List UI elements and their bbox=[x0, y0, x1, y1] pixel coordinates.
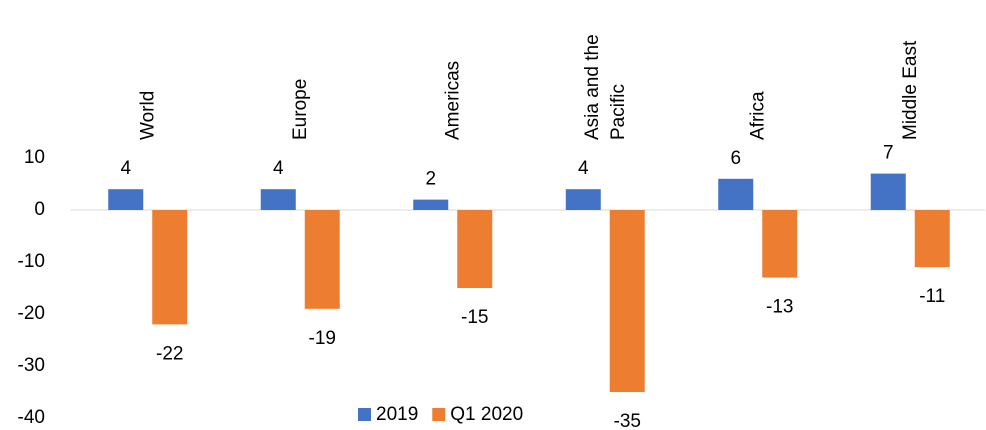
x-category-label: Asia and the Pacific bbox=[582, 34, 629, 140]
bar bbox=[260, 189, 296, 210]
data-label: -15 bbox=[461, 307, 488, 328]
x-category-label: Americas bbox=[442, 61, 463, 140]
data-label: 4 bbox=[273, 158, 284, 179]
y-tick-label: -10 bbox=[18, 251, 45, 272]
data-label: -19 bbox=[309, 328, 336, 349]
x-category-label: Europe bbox=[290, 79, 311, 140]
y-tick-label: -20 bbox=[18, 303, 45, 324]
data-label: -35 bbox=[614, 411, 641, 430]
bar bbox=[914, 210, 950, 268]
bar bbox=[457, 210, 493, 288]
legend-label: 2019 bbox=[376, 404, 418, 425]
x-category-label: Africa bbox=[747, 91, 768, 140]
bar bbox=[152, 210, 188, 325]
bar bbox=[565, 189, 601, 210]
data-label: 6 bbox=[730, 148, 741, 169]
data-label: 4 bbox=[120, 158, 131, 179]
x-category-label: World bbox=[137, 91, 158, 140]
data-label: -22 bbox=[156, 343, 183, 364]
x-category-label: Middle East bbox=[900, 40, 921, 140]
y-tick-label: 10 bbox=[24, 147, 45, 168]
bar bbox=[609, 210, 645, 392]
bar bbox=[718, 178, 754, 210]
y-tick-label: 0 bbox=[34, 199, 45, 220]
bar bbox=[304, 210, 340, 309]
data-label: 2 bbox=[425, 169, 436, 190]
data-label: 7 bbox=[883, 143, 894, 164]
data-label: -13 bbox=[766, 297, 793, 318]
bar bbox=[108, 189, 144, 210]
y-tick-label: -40 bbox=[18, 407, 45, 428]
legend-label: Q1 2020 bbox=[450, 404, 523, 425]
legend-swatch bbox=[358, 408, 371, 421]
bar bbox=[413, 199, 449, 210]
data-label: 4 bbox=[578, 158, 589, 179]
y-tick-label: -30 bbox=[18, 355, 45, 376]
data-label: -11 bbox=[919, 286, 945, 307]
bar bbox=[870, 173, 906, 210]
legend-swatch bbox=[432, 408, 446, 421]
bar bbox=[762, 210, 798, 278]
